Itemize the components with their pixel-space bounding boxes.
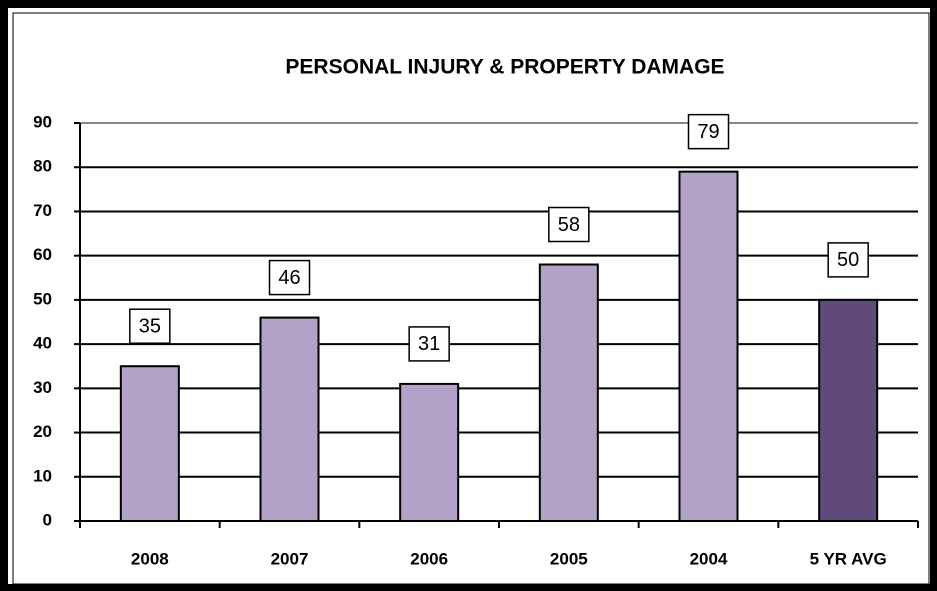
- bar: [818, 298, 879, 522]
- value-label-box: [408, 326, 450, 362]
- y-tick-label: 40: [33, 334, 52, 353]
- value-label-box: [268, 259, 311, 296]
- y-tick-label: 10: [33, 466, 52, 485]
- y-tick-label: 90: [33, 112, 52, 131]
- value-label: 46: [278, 267, 300, 289]
- x-tick-label: 2006: [410, 549, 448, 568]
- x-tick-label: 2005: [550, 549, 588, 568]
- x-tick-label: 5 YR AVG: [810, 549, 887, 568]
- x-tick-label: 2004: [690, 549, 728, 568]
- y-tick-label: 0: [43, 510, 52, 529]
- bar: [119, 365, 180, 522]
- inner-frame: [12, 12, 930, 585]
- value-label-box: [129, 308, 171, 344]
- value-label: 31: [418, 333, 440, 355]
- value-label: 79: [697, 121, 719, 143]
- chart-title: PERSONAL INJURY & PROPERTY DAMAGE: [285, 56, 724, 79]
- value-label-box: [827, 242, 869, 278]
- y-tick-label: 30: [33, 378, 52, 397]
- x-tick-label: 2008: [131, 549, 169, 568]
- bar: [538, 263, 599, 522]
- y-tick-label: 60: [33, 245, 52, 264]
- x-tick-label: 2007: [271, 549, 309, 568]
- bar: [678, 170, 739, 522]
- y-tick-label: 50: [33, 289, 52, 308]
- y-tick-label: 20: [33, 422, 52, 441]
- value-label-box: [687, 113, 730, 150]
- value-label-box: [548, 206, 590, 243]
- value-label: 50: [837, 249, 859, 271]
- y-tick-label: 70: [33, 201, 52, 220]
- bar: [399, 382, 460, 522]
- bar: [259, 316, 320, 523]
- value-label: 58: [558, 214, 580, 236]
- y-tick-label: 80: [33, 157, 52, 176]
- value-label: 35: [139, 316, 161, 338]
